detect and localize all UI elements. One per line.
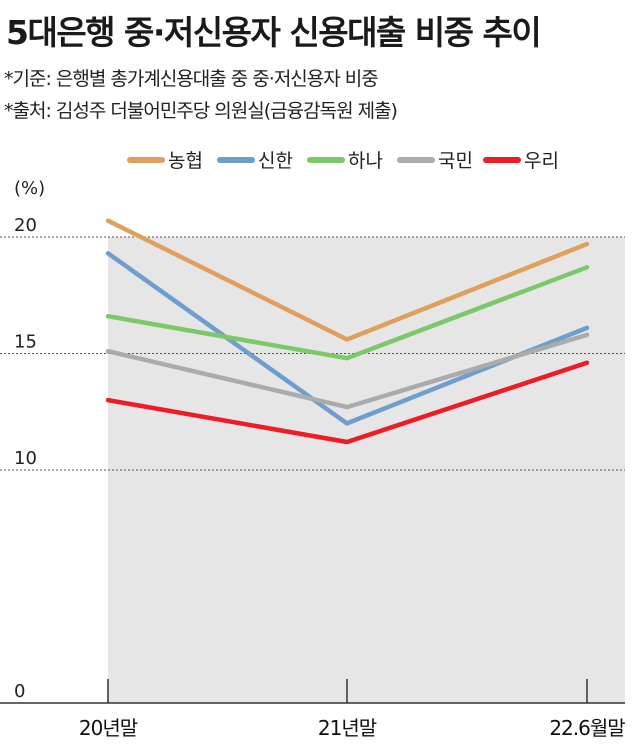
legend-label: 하나 — [348, 150, 383, 172]
series-lines — [105, 218, 590, 445]
y-tick-label: 10 — [14, 448, 37, 469]
x-axis: 20년말 21년말 22.6월말 — [0, 679, 626, 740]
basis-note: *기준: 은행별 총가계신용대출 중 중·저신용자 비중 — [4, 68, 379, 90]
series-line-국민 — [105, 332, 590, 410]
legend: 농협 신한 하나 국민 우리 — [127, 150, 559, 172]
y-tick-label: 20 — [14, 215, 37, 236]
x-tick-label: 21년말 — [318, 716, 377, 740]
series-line-하나 — [105, 265, 590, 361]
y-tick-label: 15 — [14, 332, 37, 353]
series-line-우리 — [105, 360, 590, 445]
series-line-농협 — [105, 218, 590, 342]
source-note: *출처: 김성주 더불어민주당 의원실(금융감독원 제출) — [4, 100, 398, 122]
y-tick-label: 0 — [14, 681, 25, 702]
x-tick-label: 20년말 — [79, 716, 138, 740]
legend-label: 우리 — [524, 150, 559, 172]
x-tick-label: 22.6월말 — [549, 716, 625, 740]
legend-label: 농협 — [168, 150, 203, 172]
legend-label: 신한 — [258, 150, 293, 172]
y-axis: (%) 0 10 15 20 — [14, 178, 45, 702]
chart-title: 5대은행 중·저신용자 신용대출 비중 추이 — [6, 13, 542, 52]
legend-label: 국민 — [438, 150, 473, 172]
y-unit-label: (%) — [14, 178, 45, 199]
